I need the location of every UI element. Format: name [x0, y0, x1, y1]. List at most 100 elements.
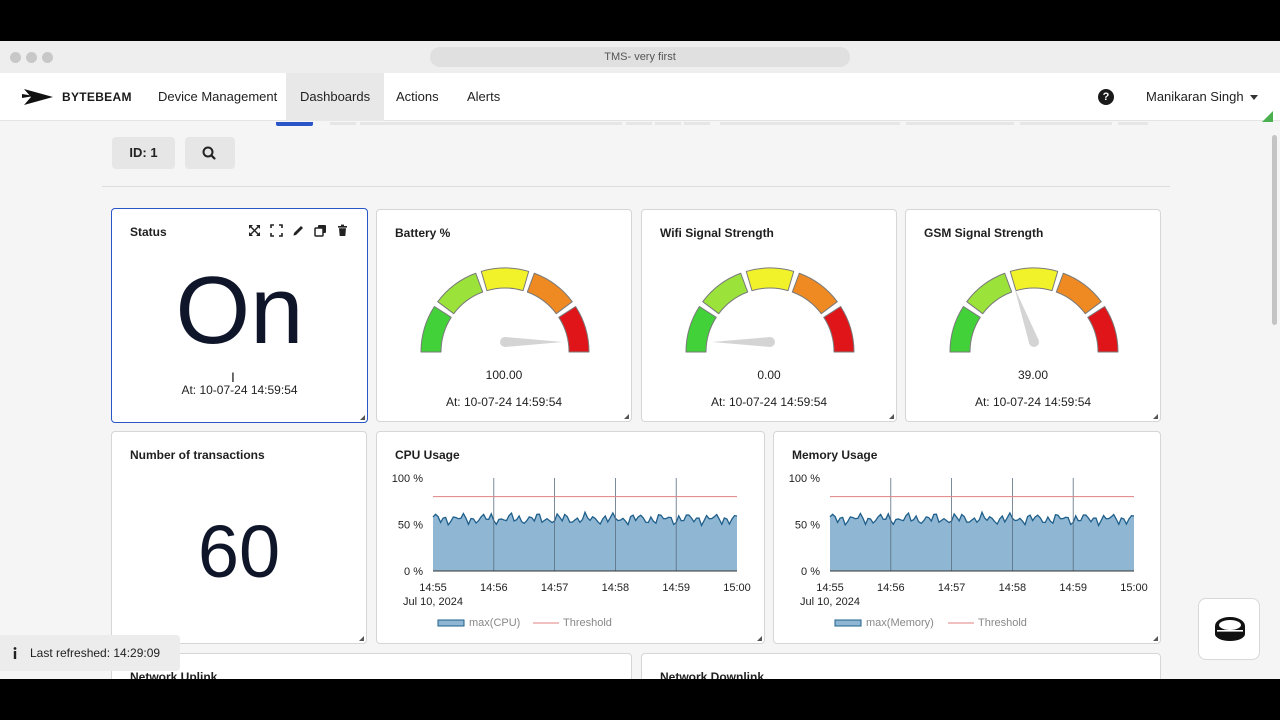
- dashboard-tab[interactable]: [626, 122, 652, 125]
- resize-handle[interactable]: [360, 415, 365, 420]
- fullscreen-icon[interactable]: [270, 224, 283, 237]
- cpu-usage-panel[interactable]: CPU Usage 100 % 50 % 0 % 14:55 14:56 14:57 14:…: [376, 431, 765, 644]
- chat-support-button[interactable]: [1198, 598, 1260, 660]
- nav-alerts[interactable]: Alerts: [467, 89, 501, 104]
- x-tick-label: 14:58: [999, 582, 1027, 594]
- legend-label[interactable]: Threshold: [978, 617, 1027, 629]
- dashboard-tab[interactable]: [330, 122, 356, 125]
- browser-titlebar: TMS- very first: [0, 41, 1280, 73]
- device-id-filter[interactable]: ID: 1: [112, 137, 175, 169]
- text-cursor-icon: I: [231, 369, 235, 385]
- brand-logo[interactable]: BYTEBEAM: [22, 83, 132, 111]
- duplicate-icon[interactable]: [314, 224, 327, 237]
- gauge-segment: [526, 272, 573, 315]
- window-minimize-dot[interactable]: [26, 52, 37, 63]
- x-tick-label: 15:00: [723, 582, 751, 594]
- gauge-hub: [1029, 337, 1039, 347]
- wifi-value: 0.00: [757, 368, 781, 382]
- gauge-segment: [420, 305, 452, 353]
- gauge-segment: [437, 272, 484, 315]
- battery-timestamp: At: 10-07-24 14:59:54: [445, 395, 563, 409]
- gauge-needle: [501, 337, 563, 347]
- dashboard-tab[interactable]: [1118, 122, 1148, 125]
- dashboard-tab[interactable]: [1020, 122, 1112, 125]
- gsm-value: 39.00: [1017, 368, 1049, 382]
- panel-title: Status: [130, 225, 167, 239]
- gauge-segment: [702, 272, 749, 315]
- x-tick-label: 15:00: [1120, 582, 1148, 594]
- gauge-segment: [685, 305, 717, 353]
- panel-title: Network Downlink: [660, 670, 765, 679]
- legend-label[interactable]: Threshold: [563, 617, 612, 629]
- status-panel[interactable]: Status On At: 10-07-24 14:59:54: [111, 208, 368, 423]
- app-window: TMS- very first BYTEBEAM Device Manageme…: [0, 41, 1280, 679]
- network-downlink-panel[interactable]: Network Downlink: [641, 653, 1161, 679]
- legend-label[interactable]: max(Memory): [866, 617, 934, 629]
- resize-handle[interactable]: [359, 636, 364, 641]
- y-tick-label: 0 %: [404, 566, 423, 578]
- gauge-segment: [823, 305, 855, 353]
- nav-dashboards[interactable]: Dashboards: [286, 73, 385, 121]
- dashboard-tab[interactable]: [360, 122, 622, 125]
- edit-icon[interactable]: [292, 224, 305, 237]
- gauge-segment: [1055, 272, 1102, 315]
- delete-icon[interactable]: [336, 224, 349, 237]
- gsm-panel[interactable]: GSM Signal Strength 39.00 At: 10-07-24 1…: [905, 209, 1161, 422]
- gauge-needle: [1014, 287, 1039, 346]
- panel-title: GSM Signal Strength: [924, 226, 1044, 240]
- transactions-panel[interactable]: Number of transactions 60: [111, 431, 367, 644]
- status-value: On: [175, 257, 304, 364]
- last-refreshed-text: Last refreshed: 14:29:09: [30, 646, 161, 660]
- battery-value: 100.00: [485, 368, 523, 382]
- legend-swatch: [834, 619, 862, 627]
- wifi-panel[interactable]: Wifi Signal Strength 0.00 At: 10-07-24 1…: [641, 209, 897, 422]
- gauge-segment: [791, 272, 838, 315]
- memory-usage-panel[interactable]: Memory Usage 100 % 50 % 0 % 14:55 14:56 14:57…: [773, 431, 1161, 644]
- x-tick-label: 14:57: [541, 582, 569, 594]
- dashboard-tab-indicator[interactable]: [276, 122, 313, 126]
- expand-icon[interactable]: [248, 224, 261, 237]
- x-tick-label: 14:57: [938, 582, 966, 594]
- window-close-dot[interactable]: [10, 52, 21, 63]
- window-maximize-dot[interactable]: [42, 52, 53, 63]
- resize-handle[interactable]: [889, 414, 894, 419]
- y-tick-label: 0 %: [801, 566, 820, 578]
- x-tick-label: 14:55: [419, 582, 447, 594]
- network-uplink-panel[interactable]: Network Uplink: [111, 653, 632, 679]
- user-menu[interactable]: Manikaran Singh: [1146, 89, 1244, 104]
- dashboard-tab[interactable]: [906, 122, 1014, 125]
- area-series-line: [829, 510, 1135, 528]
- y-tick-label: 100 %: [392, 473, 423, 485]
- resize-handle[interactable]: [1153, 414, 1158, 419]
- battery-gauge: [420, 267, 590, 353]
- nav-actions[interactable]: Actions: [396, 89, 439, 104]
- gsm-gauge: [949, 267, 1119, 353]
- resize-handle[interactable]: [624, 414, 629, 419]
- x-tick-label: 14:59: [662, 582, 690, 594]
- page-scrollbar[interactable]: [1272, 135, 1277, 325]
- battery-panel[interactable]: Battery % 100.00 At: 10-07-24 14:59:54: [376, 209, 632, 422]
- brand-name: BYTEBEAM: [62, 90, 132, 104]
- legend-label[interactable]: max(CPU): [469, 617, 520, 629]
- gauge-segment: [558, 305, 590, 353]
- x-tick-label: 14:59: [1059, 582, 1087, 594]
- wifi-gauge: [685, 267, 855, 353]
- gauge-needle: [712, 337, 774, 347]
- info-icon: [13, 647, 17, 659]
- gauge-segment: [949, 305, 981, 353]
- nav-device-management[interactable]: Device Management: [158, 89, 278, 104]
- search-button[interactable]: [185, 137, 235, 169]
- memory-usage-chart: 100 % 50 % 0 % 14:55 14:56 14:57 14:58 14:59 15:…: [789, 473, 1148, 629]
- resize-handle[interactable]: [1153, 636, 1158, 641]
- search-icon: [202, 146, 216, 160]
- dashboard-tab[interactable]: [684, 122, 710, 125]
- chevron-down-icon[interactable]: [1250, 95, 1258, 100]
- panel-title: Battery %: [395, 226, 451, 240]
- dashboard-tab[interactable]: [720, 122, 900, 125]
- browser-title[interactable]: TMS- very first: [430, 47, 850, 67]
- dashboard-tab[interactable]: [655, 122, 681, 125]
- gauge-segment: [966, 272, 1013, 315]
- resize-handle[interactable]: [757, 636, 762, 641]
- x-tick-label: 14:56: [480, 582, 508, 594]
- help-icon[interactable]: ?: [1098, 89, 1114, 105]
